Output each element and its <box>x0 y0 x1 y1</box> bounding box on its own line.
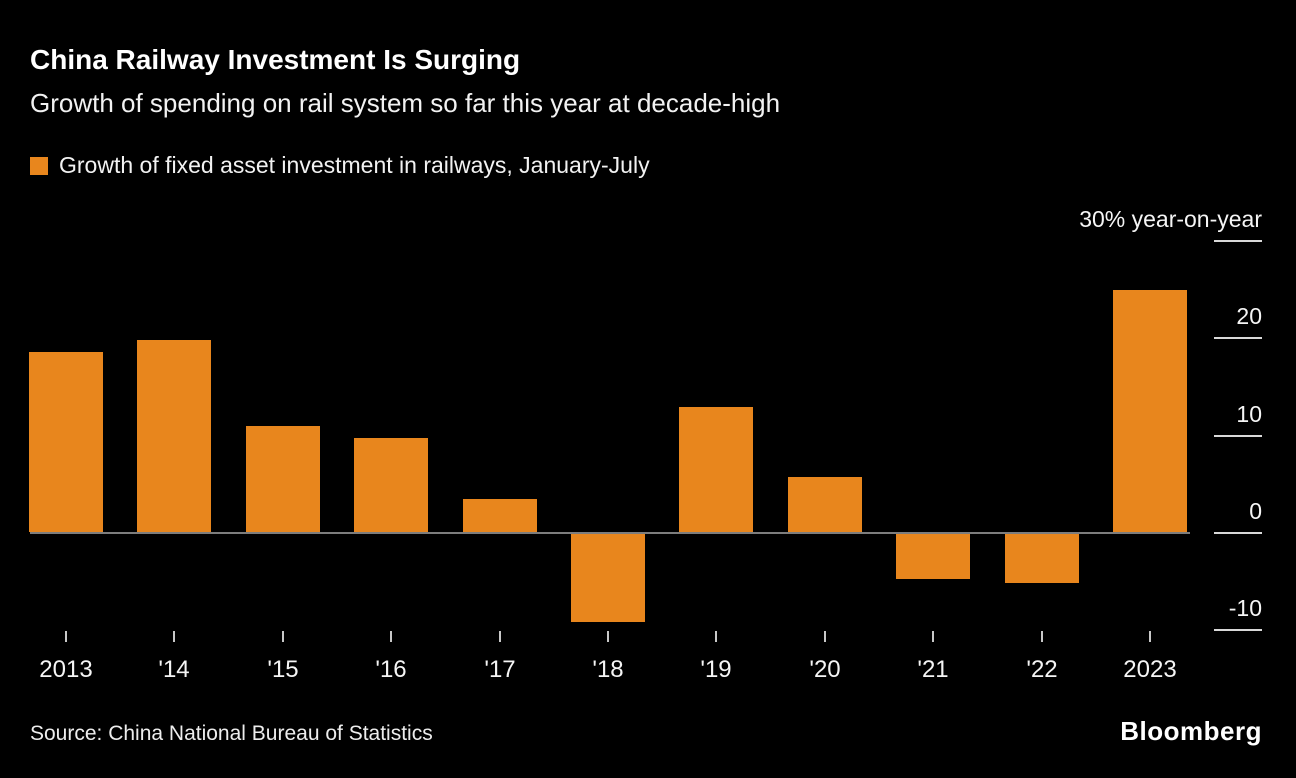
bar <box>1005 534 1079 583</box>
bar <box>29 352 103 532</box>
chart-title: China Railway Investment Is Surging <box>30 44 521 75</box>
y-tick-line <box>1214 240 1262 242</box>
bar <box>463 499 537 532</box>
zero-baseline <box>30 532 1190 534</box>
y-tick-label: 0 <box>1249 498 1262 524</box>
x-tick-label: '20 <box>809 656 841 683</box>
y-tick-line <box>1214 435 1262 437</box>
source-note: Source: China National Bureau of Statist… <box>30 722 433 745</box>
x-tick-label: '14 <box>158 656 190 683</box>
legend: Growth of fixed asset investment in rail… <box>30 152 650 179</box>
x-tick <box>824 631 826 642</box>
x-tick-label: '18 <box>592 656 624 683</box>
x-tick-label: 2013 <box>39 656 93 683</box>
x-tick-label: '17 <box>484 656 516 683</box>
x-tick <box>499 631 501 642</box>
x-tick-label: 2023 <box>1123 656 1177 683</box>
x-tick <box>390 631 392 642</box>
bar <box>788 477 862 532</box>
x-tick <box>932 631 934 642</box>
x-tick <box>607 631 609 642</box>
bar <box>246 426 320 532</box>
y-tick-line <box>1214 629 1262 631</box>
x-tick <box>65 631 67 642</box>
legend-label: Growth of fixed asset investment in rail… <box>59 152 650 178</box>
bar <box>896 534 970 579</box>
x-tick <box>1149 631 1151 642</box>
x-tick-label: '21 <box>917 656 949 683</box>
x-tick-label: '15 <box>267 656 299 683</box>
y-tick-label: 30% year-on-year <box>1079 206 1262 232</box>
bar <box>137 340 211 532</box>
x-tick <box>1041 631 1043 642</box>
x-tick <box>173 631 175 642</box>
bar <box>571 534 645 622</box>
bar <box>679 407 753 532</box>
bar <box>354 438 428 532</box>
y-tick-line <box>1214 337 1262 339</box>
x-tick <box>282 631 284 642</box>
y-tick-label: 20 <box>1236 303 1262 329</box>
bloomberg-logo: Bloomberg <box>1120 716 1262 746</box>
legend-swatch-icon <box>30 156 48 175</box>
y-tick-line <box>1214 532 1262 534</box>
x-tick-label: '19 <box>700 656 732 683</box>
x-tick-label: '22 <box>1026 656 1058 683</box>
y-tick-label: 10 <box>1236 401 1262 427</box>
y-tick-label: -10 <box>1228 595 1262 621</box>
x-tick <box>715 631 717 642</box>
chart-subtitle: Growth of spending on rail system so far… <box>30 88 781 118</box>
x-tick-label: '16 <box>375 656 407 683</box>
bar <box>1113 290 1187 532</box>
